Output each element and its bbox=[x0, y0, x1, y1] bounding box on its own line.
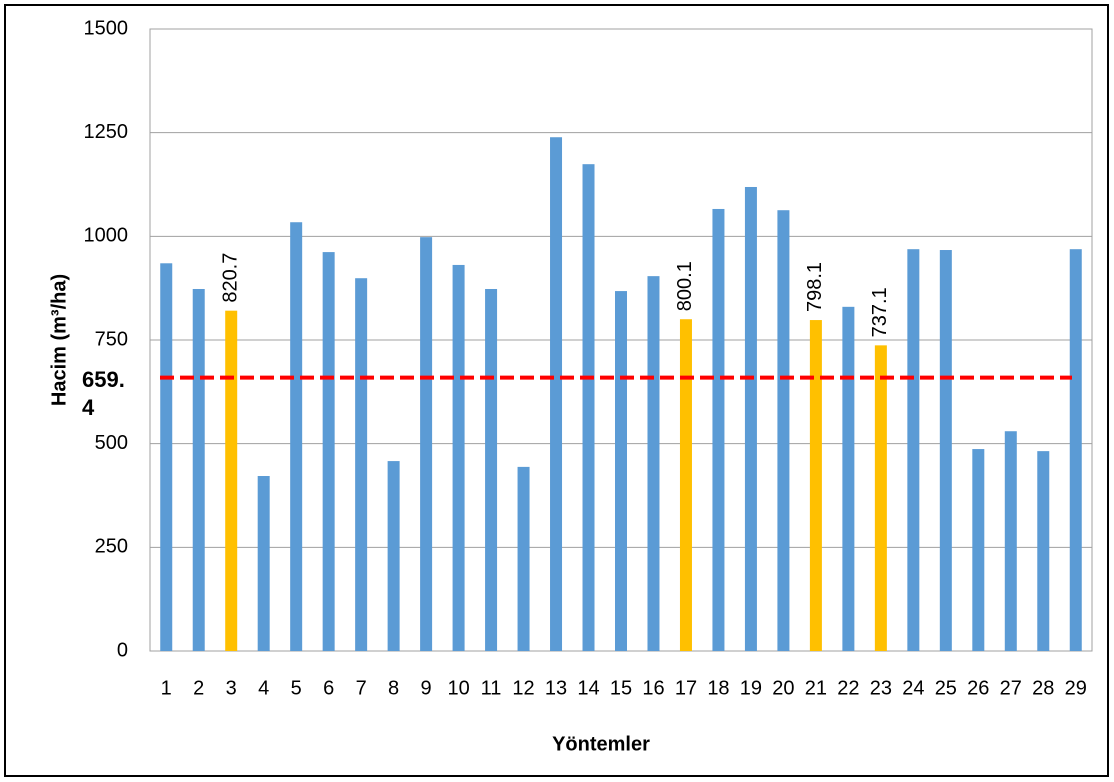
bar bbox=[582, 164, 595, 651]
y-tick-label: 0 bbox=[117, 639, 128, 661]
bar bbox=[1004, 431, 1017, 651]
bar bbox=[387, 461, 400, 651]
x-tick-label: 3 bbox=[226, 677, 237, 699]
bar bbox=[160, 263, 173, 651]
bar bbox=[615, 291, 627, 651]
x-tick-label: 12 bbox=[512, 677, 534, 699]
x-tick-label: 26 bbox=[967, 677, 989, 699]
bar bbox=[485, 288, 498, 651]
x-tick-label: 24 bbox=[902, 677, 924, 699]
x-tick-label: 9 bbox=[421, 677, 432, 699]
bar bbox=[452, 264, 465, 651]
bar bbox=[907, 249, 920, 652]
y-tick-label: 1250 bbox=[84, 121, 129, 143]
x-tick-label: 20 bbox=[772, 677, 794, 699]
bar bbox=[1037, 451, 1050, 651]
x-tick-label: 13 bbox=[545, 677, 567, 699]
bar bbox=[679, 319, 692, 651]
x-tick-label: 6 bbox=[323, 677, 334, 699]
bar bbox=[1069, 249, 1082, 652]
x-tick-label: 18 bbox=[707, 677, 729, 699]
bar bbox=[939, 250, 952, 651]
bar bbox=[712, 208, 725, 651]
y-tick-label: 500 bbox=[95, 432, 128, 454]
x-tick-label: 25 bbox=[935, 677, 957, 699]
bar bbox=[874, 345, 887, 651]
value-label: 820.7 bbox=[219, 253, 241, 303]
value-label: 798.1 bbox=[804, 262, 826, 312]
x-tick-label: 1 bbox=[161, 677, 172, 699]
x-tick-label: 23 bbox=[870, 677, 892, 699]
y-axis-title: Hacim (m³/ha) bbox=[48, 274, 70, 406]
y-tick-label: 1500 bbox=[84, 17, 129, 39]
bar bbox=[647, 276, 660, 651]
y-tick-label: 750 bbox=[95, 328, 128, 350]
chart-border bbox=[4, 4, 1109, 777]
x-tick-label: 21 bbox=[805, 677, 827, 699]
x-tick-label: 15 bbox=[610, 677, 632, 699]
bar bbox=[257, 476, 270, 651]
x-tick-label: 2 bbox=[193, 677, 204, 699]
x-tick-label: 7 bbox=[356, 677, 367, 699]
x-axis-title: Yöntemler bbox=[552, 733, 650, 755]
x-tick-label: 14 bbox=[577, 677, 599, 699]
value-label: 800.1 bbox=[674, 261, 696, 311]
bar bbox=[550, 137, 563, 651]
bar bbox=[517, 466, 530, 651]
bar bbox=[290, 222, 303, 651]
bar bbox=[809, 320, 822, 651]
x-tick-label: 5 bbox=[291, 677, 302, 699]
x-tick-label: 10 bbox=[447, 677, 469, 699]
bar bbox=[322, 252, 335, 651]
x-tick-label: 8 bbox=[388, 677, 399, 699]
x-tick-label: 22 bbox=[837, 677, 859, 699]
x-tick-label: 28 bbox=[1032, 677, 1054, 699]
bar bbox=[225, 310, 238, 651]
bar bbox=[744, 186, 757, 651]
x-tick-label: 17 bbox=[675, 677, 697, 699]
y-tick-label: 1000 bbox=[84, 225, 129, 247]
bar bbox=[777, 210, 790, 651]
x-tick-label: 29 bbox=[1065, 677, 1087, 699]
x-tick-label: 4 bbox=[258, 677, 269, 699]
reference-line-label: 659.4 bbox=[82, 367, 125, 420]
x-tick-label: 27 bbox=[1000, 677, 1022, 699]
bar bbox=[842, 306, 855, 651]
y-tick-label: 250 bbox=[95, 536, 128, 558]
bar bbox=[355, 278, 368, 651]
x-tick-label: 11 bbox=[481, 677, 502, 699]
bar bbox=[972, 449, 985, 651]
bar bbox=[420, 237, 433, 652]
x-tick-label: 16 bbox=[642, 677, 664, 699]
bar bbox=[192, 288, 205, 651]
x-tick-label: 19 bbox=[740, 677, 762, 699]
value-label: 737.1 bbox=[869, 287, 891, 337]
